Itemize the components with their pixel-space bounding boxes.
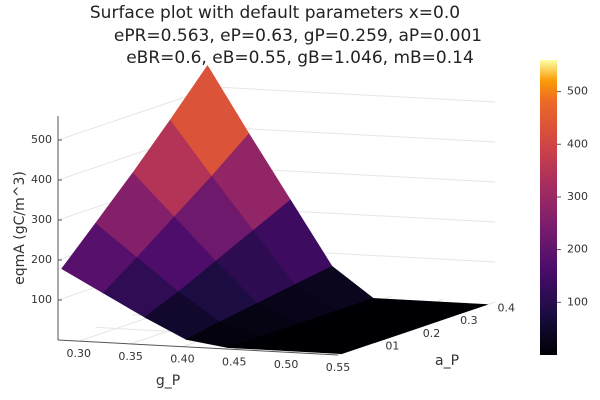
y-tick-label: 0.3 [460, 314, 478, 327]
chart-subtitle: ePR=0.563, eP=0.63, gP=0.259, aP=0.001 [114, 26, 482, 46]
x-tick-label: 0.40 [170, 353, 195, 366]
x-axis [57, 339, 339, 356]
x-tick-label: 0.55 [326, 361, 351, 374]
y-tick-label: 0.2 [423, 327, 441, 340]
grid-line [57, 86, 496, 141]
x-tick-label: 0.35 [118, 350, 143, 363]
colorbar-tick-label: 300 [567, 190, 588, 203]
colorbar [540, 60, 557, 355]
z-tick-label: 200 [31, 253, 52, 266]
x-tick-label: 0.30 [66, 347, 91, 360]
z-axis-label: eqmA (gC/m^3) [12, 171, 28, 285]
x-tick-label: 0.50 [274, 358, 299, 371]
colorbar-tick-label: 400 [567, 137, 588, 150]
grid-line [57, 126, 496, 181]
z-tick-label: 500 [31, 133, 52, 146]
x-tick-label: 0.45 [222, 355, 247, 368]
z-tick-label: 300 [31, 213, 52, 226]
z-tick-label: 400 [31, 173, 52, 186]
surface-patch [227, 335, 376, 355]
chart-subtitle: eBR=0.6, eB=0.55, gB=1.046, mB=0.14 [126, 48, 474, 68]
y-tick-label: 0.4 [498, 302, 516, 315]
z-tick-label: 100 [31, 293, 52, 306]
chart-title: Surface plot with default parameters x=0… [90, 3, 460, 23]
y-axis-label: a_P [435, 353, 459, 369]
colorbar-tick-label: 100 [567, 295, 588, 308]
y-tick-label: 01 [385, 339, 399, 352]
colorbar-tick-label: 500 [567, 85, 588, 98]
colorbar-tick-label: 200 [567, 243, 588, 256]
x-axis-label: g_P [156, 373, 180, 389]
